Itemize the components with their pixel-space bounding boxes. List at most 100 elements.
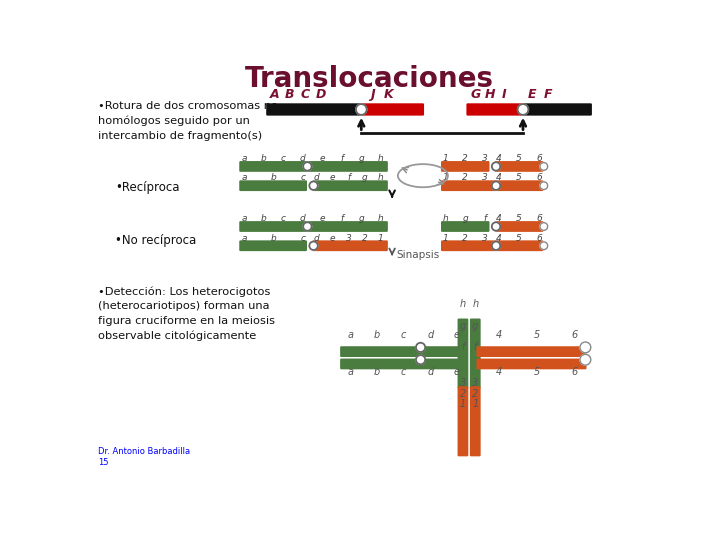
Text: 2: 2	[460, 389, 466, 399]
FancyBboxPatch shape	[457, 319, 468, 389]
Text: 6: 6	[536, 173, 542, 183]
Text: 3: 3	[472, 378, 478, 388]
Text: d: d	[300, 214, 305, 224]
Text: a: a	[241, 173, 247, 183]
Text: Translocaciones: Translocaciones	[245, 65, 493, 93]
Text: 6: 6	[536, 154, 542, 163]
Circle shape	[492, 241, 500, 250]
Text: g: g	[472, 321, 478, 331]
Circle shape	[303, 162, 312, 171]
FancyBboxPatch shape	[441, 240, 544, 251]
Text: b: b	[261, 214, 266, 224]
Circle shape	[416, 355, 426, 364]
Circle shape	[540, 242, 548, 249]
Text: f: f	[462, 342, 464, 353]
Text: f: f	[484, 214, 487, 224]
Text: 3: 3	[482, 173, 488, 183]
Text: 2: 2	[462, 173, 468, 183]
Text: 4: 4	[496, 367, 503, 377]
FancyBboxPatch shape	[477, 346, 587, 357]
FancyBboxPatch shape	[360, 103, 424, 116]
FancyBboxPatch shape	[495, 161, 544, 172]
Text: a: a	[348, 330, 354, 340]
Text: 4: 4	[496, 214, 502, 224]
Text: e: e	[320, 214, 325, 224]
Text: f: f	[474, 342, 477, 353]
FancyBboxPatch shape	[312, 180, 388, 191]
Text: 5: 5	[534, 330, 540, 340]
Circle shape	[540, 163, 548, 170]
Circle shape	[518, 104, 528, 115]
Text: 5: 5	[516, 214, 522, 224]
Circle shape	[303, 222, 312, 231]
Text: F: F	[544, 88, 552, 101]
Text: 3: 3	[482, 154, 488, 163]
Text: e: e	[320, 154, 325, 163]
Text: 2: 2	[462, 154, 468, 163]
Text: b: b	[261, 154, 266, 163]
Text: I: I	[503, 88, 507, 101]
Text: 1: 1	[472, 400, 478, 409]
Text: b: b	[374, 367, 380, 377]
Text: c: c	[401, 367, 406, 377]
Text: C: C	[300, 88, 310, 101]
Text: D: D	[315, 88, 325, 101]
Text: e: e	[330, 173, 336, 183]
FancyBboxPatch shape	[457, 386, 468, 456]
Text: g: g	[460, 321, 466, 331]
Text: 2: 2	[462, 233, 468, 242]
Text: b: b	[271, 173, 276, 183]
Text: b: b	[374, 330, 380, 340]
FancyBboxPatch shape	[239, 161, 388, 172]
Text: g: g	[359, 154, 364, 163]
FancyBboxPatch shape	[495, 221, 544, 232]
Text: h: h	[378, 154, 384, 163]
Text: 6: 6	[536, 214, 542, 224]
Text: 3: 3	[460, 378, 466, 388]
Text: h: h	[472, 299, 478, 309]
Circle shape	[540, 182, 548, 190]
FancyBboxPatch shape	[239, 221, 388, 232]
Text: 1: 1	[442, 233, 448, 242]
Text: 6: 6	[572, 367, 577, 377]
Text: h: h	[378, 173, 384, 183]
Text: g: g	[359, 214, 364, 224]
Text: E: E	[528, 88, 536, 101]
FancyBboxPatch shape	[522, 103, 592, 116]
Text: c: c	[301, 173, 306, 183]
Text: c: c	[281, 154, 286, 163]
Text: J: J	[371, 88, 375, 101]
Text: •Rotura de dos cromosomas no
homólogos seguido por un
intercambio de fragmento(s: •Rotura de dos cromosomas no homólogos s…	[98, 101, 278, 140]
FancyBboxPatch shape	[340, 359, 462, 369]
Text: b: b	[271, 233, 276, 242]
FancyBboxPatch shape	[441, 161, 490, 172]
FancyBboxPatch shape	[239, 180, 307, 191]
Text: Sinapsis: Sinapsis	[397, 250, 440, 260]
Text: 1: 1	[442, 173, 448, 183]
Circle shape	[310, 181, 318, 190]
Text: 1: 1	[460, 400, 466, 409]
Text: •Recíproca: •Recíproca	[115, 181, 179, 194]
FancyBboxPatch shape	[477, 359, 587, 369]
Text: a: a	[241, 154, 247, 163]
Circle shape	[580, 354, 590, 365]
Text: 4: 4	[496, 330, 503, 340]
Text: a: a	[241, 233, 247, 242]
Circle shape	[356, 104, 366, 115]
FancyBboxPatch shape	[470, 386, 481, 456]
Circle shape	[492, 162, 500, 171]
Text: •Detección: Los heterocigotos
(heterocariotipos) forman una
figura cruciforme en: •Detección: Los heterocigotos (heterocar…	[98, 287, 275, 341]
Text: 5: 5	[516, 173, 522, 183]
Text: e: e	[454, 330, 460, 340]
Text: 6: 6	[536, 233, 542, 242]
Text: 5: 5	[516, 154, 522, 163]
Text: g: g	[361, 173, 367, 183]
Text: f: f	[340, 214, 343, 224]
Text: 4: 4	[496, 154, 502, 163]
Text: d: d	[427, 330, 433, 340]
FancyBboxPatch shape	[239, 240, 307, 251]
Text: a: a	[348, 367, 354, 377]
FancyBboxPatch shape	[266, 103, 361, 116]
Circle shape	[492, 222, 500, 231]
FancyBboxPatch shape	[340, 346, 462, 357]
